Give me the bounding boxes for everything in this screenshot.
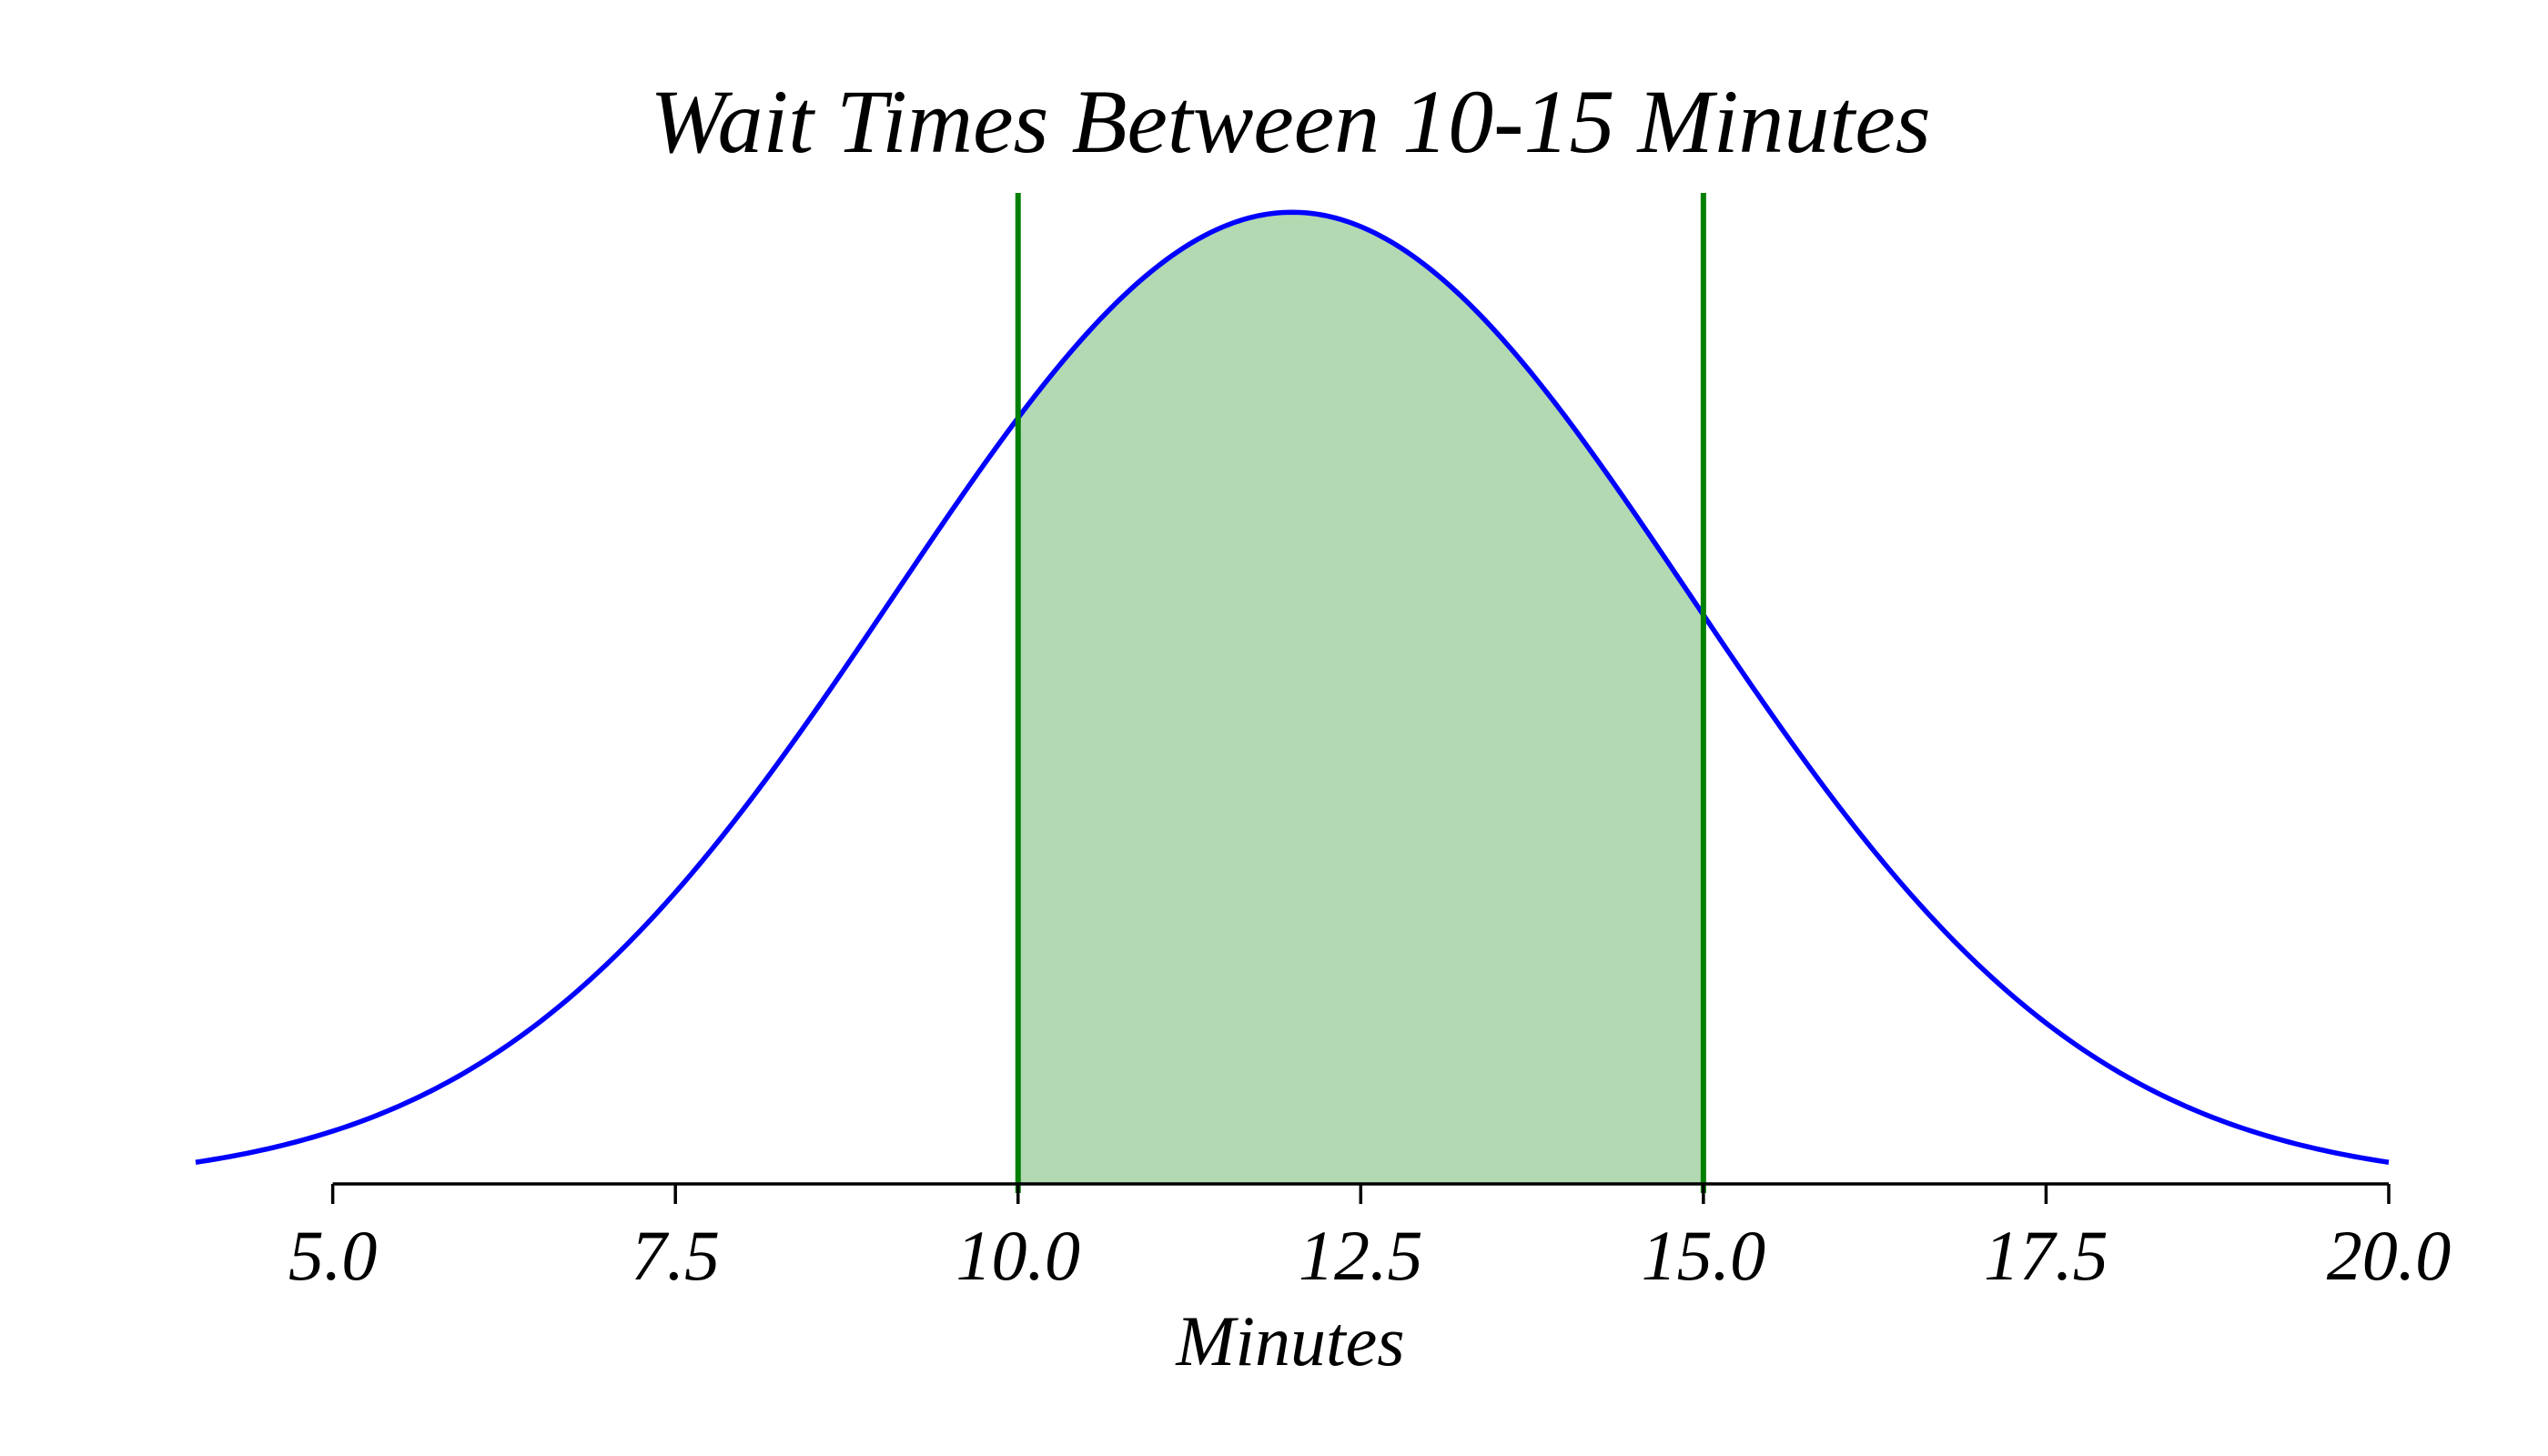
x-tick-label: 5.0: [288, 1216, 378, 1295]
x-tick-label: 12.5: [1299, 1216, 1423, 1295]
x-tick-label: 17.5: [1984, 1216, 2108, 1295]
distribution-curve: [195, 209, 2390, 1165]
x-axis: 5.0 7.5 10.0 12.5 15.0 17.5 20.0: [288, 1182, 2452, 1295]
x-tick-label: 15.0: [1642, 1216, 1766, 1295]
plot-area: [195, 193, 2390, 1193]
x-tick-label: 7.5: [631, 1216, 720, 1295]
x-axis-label: Minutes: [1175, 1301, 1404, 1380]
shaded-region: [1016, 210, 1705, 1186]
x-tick-label: 10.0: [956, 1216, 1081, 1295]
x-tick-label: 20.0: [2327, 1216, 2452, 1295]
chart-title: Wait Times Between 10-15 Minutes: [650, 71, 1930, 172]
